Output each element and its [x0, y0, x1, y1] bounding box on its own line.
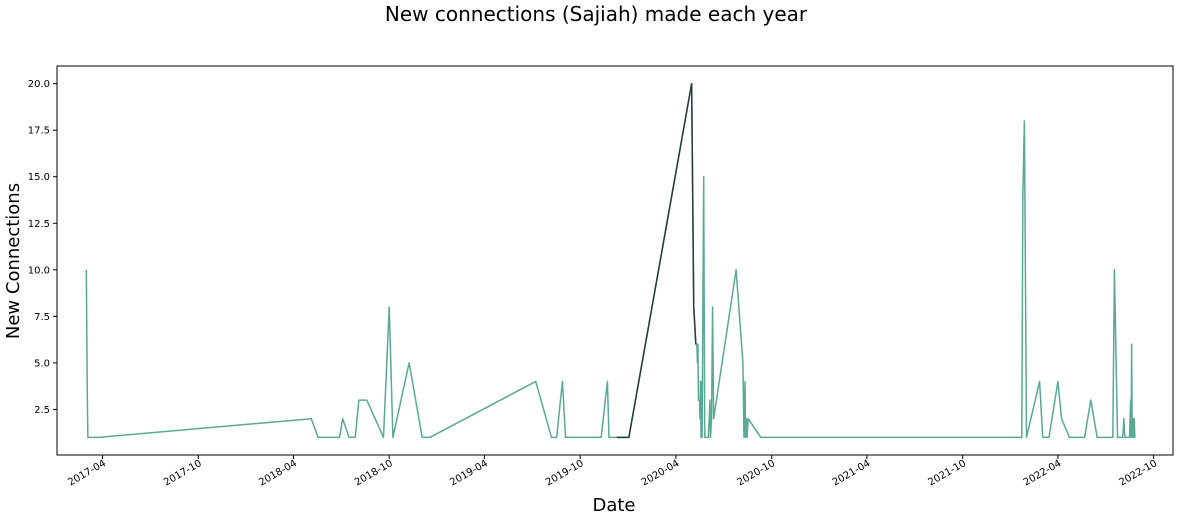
- y-tick-label: 2.5: [34, 405, 50, 416]
- y-tick-label: 10.0: [28, 265, 50, 276]
- x-tick-label: 2021-10: [926, 458, 968, 488]
- plot-area: 2.55.07.510.012.515.017.520.0 2017-04 201…: [28, 65, 1174, 488]
- x-tick-label: 2022-10: [1117, 458, 1159, 488]
- x-tick-label: 2022-04: [1022, 458, 1064, 488]
- x-tick-label: 2017-04: [66, 458, 108, 488]
- x-tick-label: 2018-04: [257, 458, 299, 488]
- y-tick-label: 12.5: [28, 219, 50, 230]
- x-tick-label: 2017-10: [162, 458, 204, 488]
- y-axis-label: New Connections: [3, 183, 24, 339]
- x-tick-label: 2020-04: [640, 458, 682, 488]
- y-tick-label: 5.0: [34, 358, 50, 369]
- x-tick-label: 2020-10: [736, 458, 778, 488]
- y-tick-label: 7.5: [34, 312, 50, 323]
- series-layer: [85, 82, 1136, 439]
- x-tick-label: 2019-10: [544, 458, 586, 488]
- plot-frame: [56, 65, 1174, 456]
- x-tick-label: 2021-04: [831, 458, 873, 488]
- series-line: [85, 82, 1136, 439]
- x-tick-label: 2018-10: [353, 458, 395, 488]
- x-axis-label: Date: [592, 495, 635, 516]
- y-axis: 2.5 5.0 7.5 10.0 12.5 15.0 17.5 20.0: [28, 79, 57, 416]
- y-tick-label: 15.0: [28, 172, 50, 183]
- x-tick-label: 2019-04: [448, 458, 490, 488]
- y-tick-label: 17.5: [28, 126, 50, 137]
- chart-title: New connections (Sajiah) made each year: [385, 2, 808, 26]
- x-axis: 2017-04 2017-10 2018-04 2018-10 2019-04 2019-…: [66, 455, 1159, 488]
- highlight-line: [616, 82, 697, 439]
- y-tick-label: 20.0: [28, 79, 50, 90]
